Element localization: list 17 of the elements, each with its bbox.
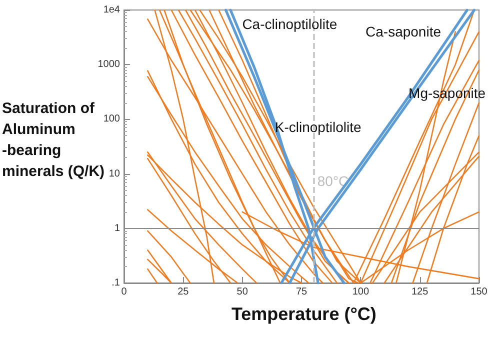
- y-tick-label: 1: [114, 222, 120, 234]
- x-tick-label: 125: [411, 286, 429, 298]
- y-tick-label: 1e4: [103, 4, 120, 16]
- y-tick-label: .1: [112, 278, 120, 288]
- y-tick-label: 10: [108, 168, 120, 180]
- x-axis-title: Temperature (°C): [232, 304, 376, 324]
- x-tick-label: 0: [121, 286, 128, 298]
- x-tick-label: 50: [236, 286, 248, 298]
- y-axis-title: Saturation of Aluminum -bearing minerals (Q/K): [2, 100, 105, 180]
- x-tick-label: 100: [352, 286, 370, 298]
- series-label: Ca-saponite: [366, 24, 442, 40]
- x-tick-label: 150: [470, 286, 488, 298]
- y-tick-label: 1000: [98, 59, 120, 70]
- y-tick-label: 100: [103, 114, 120, 125]
- x-tick-label: 75: [296, 286, 308, 298]
- series-label: Ca-clinoptilolite: [242, 16, 338, 32]
- x-tick-label: 25: [178, 286, 190, 298]
